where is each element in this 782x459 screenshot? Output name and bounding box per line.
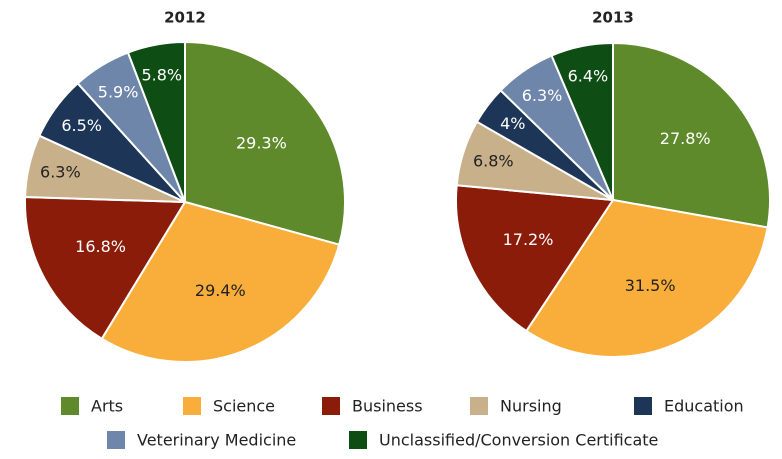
data-label: 6.3%: [522, 86, 563, 105]
legend-swatch: [107, 431, 125, 449]
chart-title: 2013: [592, 9, 634, 27]
data-label: 27.8%: [660, 129, 711, 148]
pie-slice: [525, 198, 769, 358]
data-label: 31.5%: [625, 276, 676, 295]
legend-label: Unclassified/Conversion Certificate: [379, 431, 658, 450]
legend-swatch: [634, 397, 652, 415]
legend-label: Science: [213, 397, 275, 416]
legend-label: Arts: [91, 397, 123, 416]
pie-slice: [455, 184, 615, 333]
data-label: 6.3%: [40, 162, 81, 181]
legend-swatch: [322, 397, 340, 415]
data-label: 29.4%: [195, 281, 246, 300]
data-label: 4%: [500, 114, 525, 133]
pie-slice: [550, 41, 614, 201]
legend-label: Veterinary Medicine: [137, 431, 296, 450]
pie-slice: [612, 41, 771, 229]
data-label: 5.8%: [141, 66, 182, 85]
chart-title: 2012: [164, 9, 206, 27]
pie-slice: [184, 40, 346, 246]
data-label: 6.5%: [61, 116, 102, 135]
legend-swatch: [183, 397, 201, 415]
legend-label: Education: [664, 397, 744, 416]
legend-swatch: [349, 431, 367, 449]
legend-swatch: [470, 397, 488, 415]
pie-slice: [126, 40, 186, 203]
data-label: 6.4%: [568, 66, 609, 85]
data-label: 6.8%: [473, 151, 514, 170]
data-label: 5.9%: [98, 82, 139, 101]
pie-slice: [24, 195, 187, 341]
data-label: 29.3%: [236, 133, 287, 152]
data-label: 17.2%: [503, 230, 554, 249]
data-label: 16.8%: [75, 237, 126, 256]
legend-swatch: [61, 397, 79, 415]
legend-label: Nursing: [500, 397, 562, 416]
legend-label: Business: [352, 397, 423, 416]
